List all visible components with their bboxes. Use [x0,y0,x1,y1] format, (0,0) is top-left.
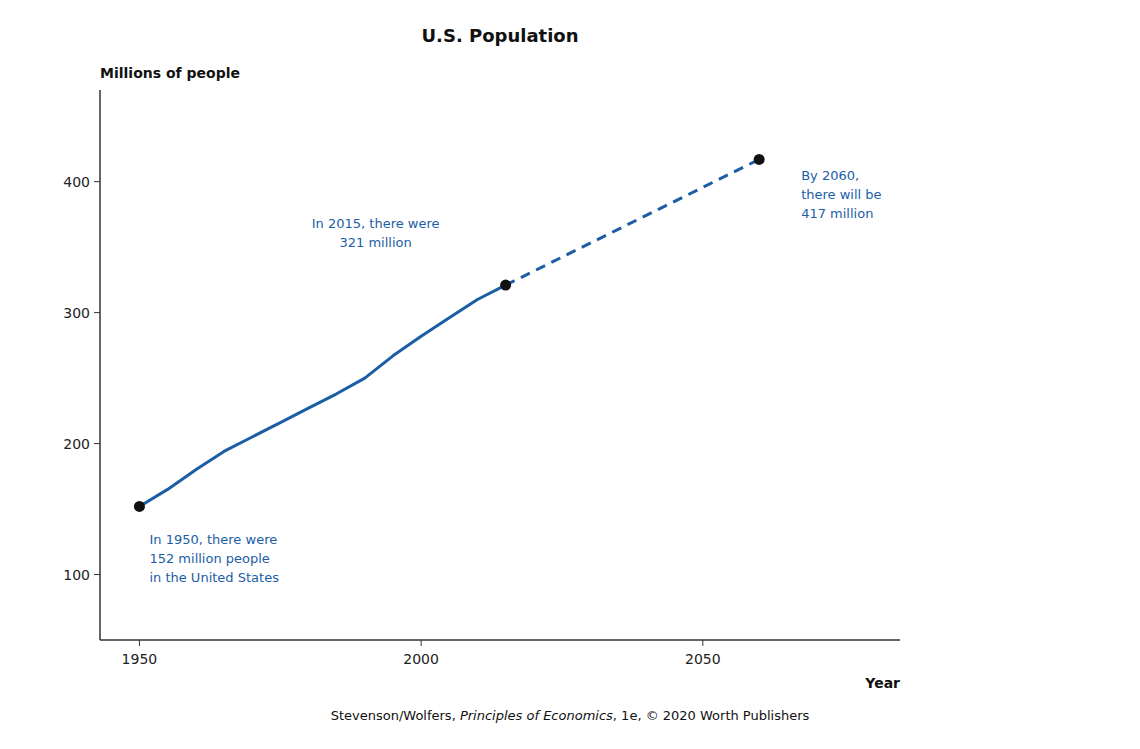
y-tick-label: 100 [63,567,90,583]
x-tick [139,640,140,646]
background [0,0,1140,749]
x-axis-label: Year [864,675,900,691]
x-axis-line [100,639,900,641]
annotation-line: By 2060, [801,168,859,183]
annotation-line: 152 million people [149,551,269,566]
y-tick [94,181,100,182]
x-tick [421,640,422,646]
footnote: Stevenson/Wolfers, Principles of Economi… [331,708,810,723]
annotation-line: 321 million [340,235,412,250]
y-axis-line [99,90,101,640]
x-tick [702,640,703,646]
annotation: In 1950, there were 152 million people in … [149,532,279,585]
y-tick [94,574,100,575]
plot-area [134,154,765,512]
footnote-part: Principles of Economics [460,708,613,723]
title: U.S. Population [421,25,578,46]
x-tick-label: 2050 [685,651,721,667]
footnote-part: Stevenson/Wolfers, [331,708,460,723]
x-tick-label: 1950 [122,651,158,667]
line [139,285,505,506]
y-axis-label: Millions of people [100,65,240,81]
annotation-line: 417 million [801,206,873,221]
point [754,154,765,165]
point [134,501,145,512]
point [500,280,511,291]
y-tick-label: 400 [63,174,90,190]
y-tick [94,443,100,444]
annotation: In 2015, there were 321 million [312,216,440,250]
footnote-part: , 1e, © 2020 Worth Publishers [613,708,810,723]
annotation-line: In 2015, there were [312,216,440,231]
y-tick-label: 300 [63,305,90,321]
annotation-line: there will be [801,187,881,202]
annotation-line: in the United States [149,570,279,585]
annotation-line: In 1950, there were [149,532,277,547]
y-tick-label: 200 [63,436,90,452]
annotation: By 2060, there will be 417 million [801,168,881,221]
chart: 1950 2000 2050 100 200 300 400 In 1950, there w… [0,0,1140,749]
line [506,159,760,285]
x-tick-label: 2000 [403,651,439,667]
y-tick [94,312,100,313]
